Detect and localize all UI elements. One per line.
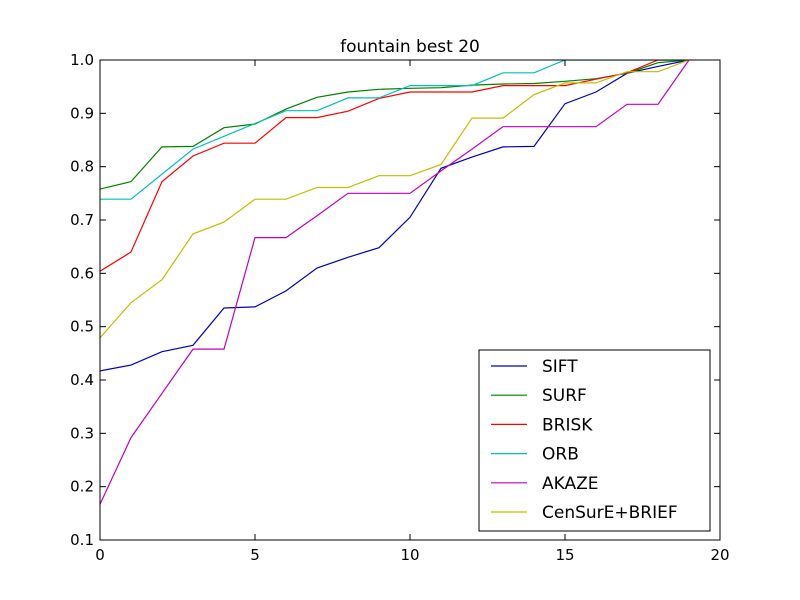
y-tick-label: 0.3 <box>70 424 94 442</box>
y-tick-label: 0.7 <box>70 211 94 229</box>
x-axis: 0 5 10 15 20 <box>95 60 730 564</box>
y-tick-label: 1.0 <box>70 51 94 69</box>
series-line-surf <box>100 60 690 190</box>
y-tick-label: 0.4 <box>70 371 94 389</box>
x-tick-label: 15 <box>555 546 574 564</box>
series-line-orb <box>100 60 689 200</box>
series-line-censure-brief <box>100 60 690 339</box>
y-axis: 0.1 0.2 0.3 0.4 0.5 0.6 0.7 0.8 0.9 1.0 <box>70 51 720 549</box>
y-tick-label: 0.8 <box>70 158 94 176</box>
legend-label: AKAZE <box>542 474 599 494</box>
y-tick-label: 0.6 <box>70 264 94 282</box>
legend-box <box>478 349 711 532</box>
legend-label: ORB <box>542 445 579 465</box>
y-tick-label: 0.9 <box>70 104 94 122</box>
y-tick-label: 0.5 <box>70 318 94 336</box>
x-tick-label: 10 <box>400 546 419 564</box>
legend-label: SURF <box>542 386 587 406</box>
chart-title: fountain best 20 <box>340 37 480 57</box>
series-layer <box>100 60 690 505</box>
series-line-akaze <box>100 60 690 505</box>
legend-label: CenSurE+BRIEF <box>542 503 678 523</box>
legend: SIFT SURF BRISK ORB AKAZE CenSurE+BRIEF <box>478 349 711 532</box>
legend-label: SIFT <box>542 357 578 377</box>
y-tick-label: 0.2 <box>70 478 94 496</box>
x-tick-label: 5 <box>250 546 260 564</box>
series-line-brisk <box>100 60 689 272</box>
y-tick-label: 0.1 <box>70 531 94 549</box>
x-tick-label: 20 <box>710 546 729 564</box>
series-line-sift <box>100 60 690 372</box>
legend-label: BRISK <box>542 415 593 435</box>
x-tick-label: 0 <box>95 546 105 564</box>
